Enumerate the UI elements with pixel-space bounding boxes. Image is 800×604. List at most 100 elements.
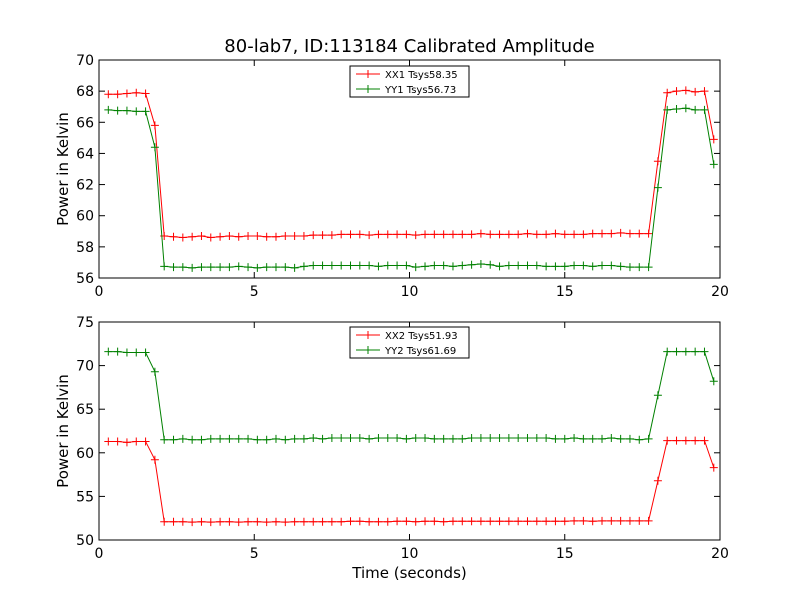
data-point	[663, 436, 672, 445]
data-point	[523, 517, 532, 526]
y-tick-label: 58	[76, 240, 94, 256]
data-point	[598, 229, 607, 238]
data-point	[486, 433, 495, 442]
legend-label: YY2 Tsys61.69	[384, 346, 456, 357]
data-point	[299, 517, 308, 526]
data-point	[253, 263, 262, 272]
y-tick-label: 55	[76, 489, 94, 505]
data-point	[514, 433, 523, 442]
data-point	[691, 347, 700, 356]
data-point	[244, 231, 253, 240]
data-point	[234, 262, 243, 271]
data-point	[169, 263, 178, 272]
data-point	[178, 233, 187, 242]
data-point	[411, 231, 420, 240]
data-point	[532, 433, 541, 442]
x-tick-label: 15	[556, 546, 574, 562]
data-point	[644, 229, 653, 238]
legend-marker	[364, 331, 372, 339]
data-point	[262, 435, 271, 444]
legend-label: YY1 Tsys56.73	[384, 85, 456, 96]
data-point	[150, 121, 159, 130]
data-point	[467, 260, 476, 269]
data-point	[355, 433, 364, 442]
data-point	[337, 517, 346, 526]
data-point	[262, 232, 271, 241]
data-point	[234, 434, 243, 443]
data-point	[327, 231, 336, 240]
data-point	[318, 261, 327, 270]
data-point	[532, 517, 541, 526]
data-point	[653, 476, 662, 485]
data-point	[309, 517, 318, 526]
data-point	[681, 104, 690, 113]
data-point	[672, 347, 681, 356]
data-point	[290, 434, 299, 443]
data-point	[374, 517, 383, 526]
data-point	[271, 517, 280, 526]
data-point	[551, 262, 560, 271]
data-point	[141, 107, 150, 116]
y-tick-label: 75	[76, 315, 94, 331]
x-tick-label: 0	[95, 284, 104, 300]
data-point	[281, 263, 290, 272]
data-point	[337, 261, 346, 270]
data-point	[421, 262, 430, 271]
data-point	[663, 88, 672, 97]
data-point	[625, 263, 634, 272]
data-point	[653, 391, 662, 400]
data-point	[234, 518, 243, 527]
data-point	[141, 89, 150, 98]
legend: XX1 Tsys58.35 YY1 Tsys56.73	[349, 65, 470, 98]
data-point	[458, 230, 467, 239]
data-point	[262, 518, 271, 527]
data-point	[113, 347, 122, 356]
data-point	[421, 230, 430, 239]
x-tick-label: 5	[250, 284, 259, 300]
x-tick-label: 10	[401, 546, 419, 562]
data-point	[476, 433, 485, 442]
data-point	[206, 434, 215, 443]
data-point	[514, 230, 523, 239]
data-point	[271, 434, 280, 443]
data-point	[607, 433, 616, 442]
data-point	[178, 517, 187, 526]
data-point	[579, 434, 588, 443]
data-point	[467, 433, 476, 442]
x-tick-label: 20	[711, 284, 729, 300]
data-point	[188, 435, 197, 444]
data-point	[411, 433, 420, 442]
data-point	[579, 261, 588, 270]
data-point	[439, 261, 448, 270]
data-point	[141, 348, 150, 357]
data-point	[495, 433, 504, 442]
data-point	[514, 261, 523, 270]
data-point	[542, 262, 551, 271]
data-point	[635, 516, 644, 525]
chart-panel-2: 0 5 10 15 20 50 55 60 65 70 75 Power in Kelvin Time …	[54, 315, 729, 582]
data-point	[542, 433, 551, 442]
data-point	[197, 435, 206, 444]
y-axis-label: Power in Kelvin	[54, 374, 72, 488]
data-point	[216, 434, 225, 443]
data-point	[411, 263, 420, 272]
data-point	[560, 262, 569, 271]
data-point	[709, 135, 718, 144]
legend-label: XX2 Tsys51.93	[385, 331, 458, 342]
data-point	[132, 348, 141, 357]
x-tick-label: 10	[401, 284, 419, 300]
data-point	[467, 230, 476, 239]
data-point	[681, 347, 690, 356]
data-point	[365, 434, 374, 443]
data-point	[607, 516, 616, 525]
data-point	[588, 434, 597, 443]
data-point	[253, 231, 262, 240]
data-point	[402, 434, 411, 443]
data-point	[122, 438, 131, 447]
data-point	[588, 229, 597, 238]
data-point	[700, 105, 709, 114]
data-point	[486, 260, 495, 269]
data-point	[188, 232, 197, 241]
data-point	[355, 230, 364, 239]
